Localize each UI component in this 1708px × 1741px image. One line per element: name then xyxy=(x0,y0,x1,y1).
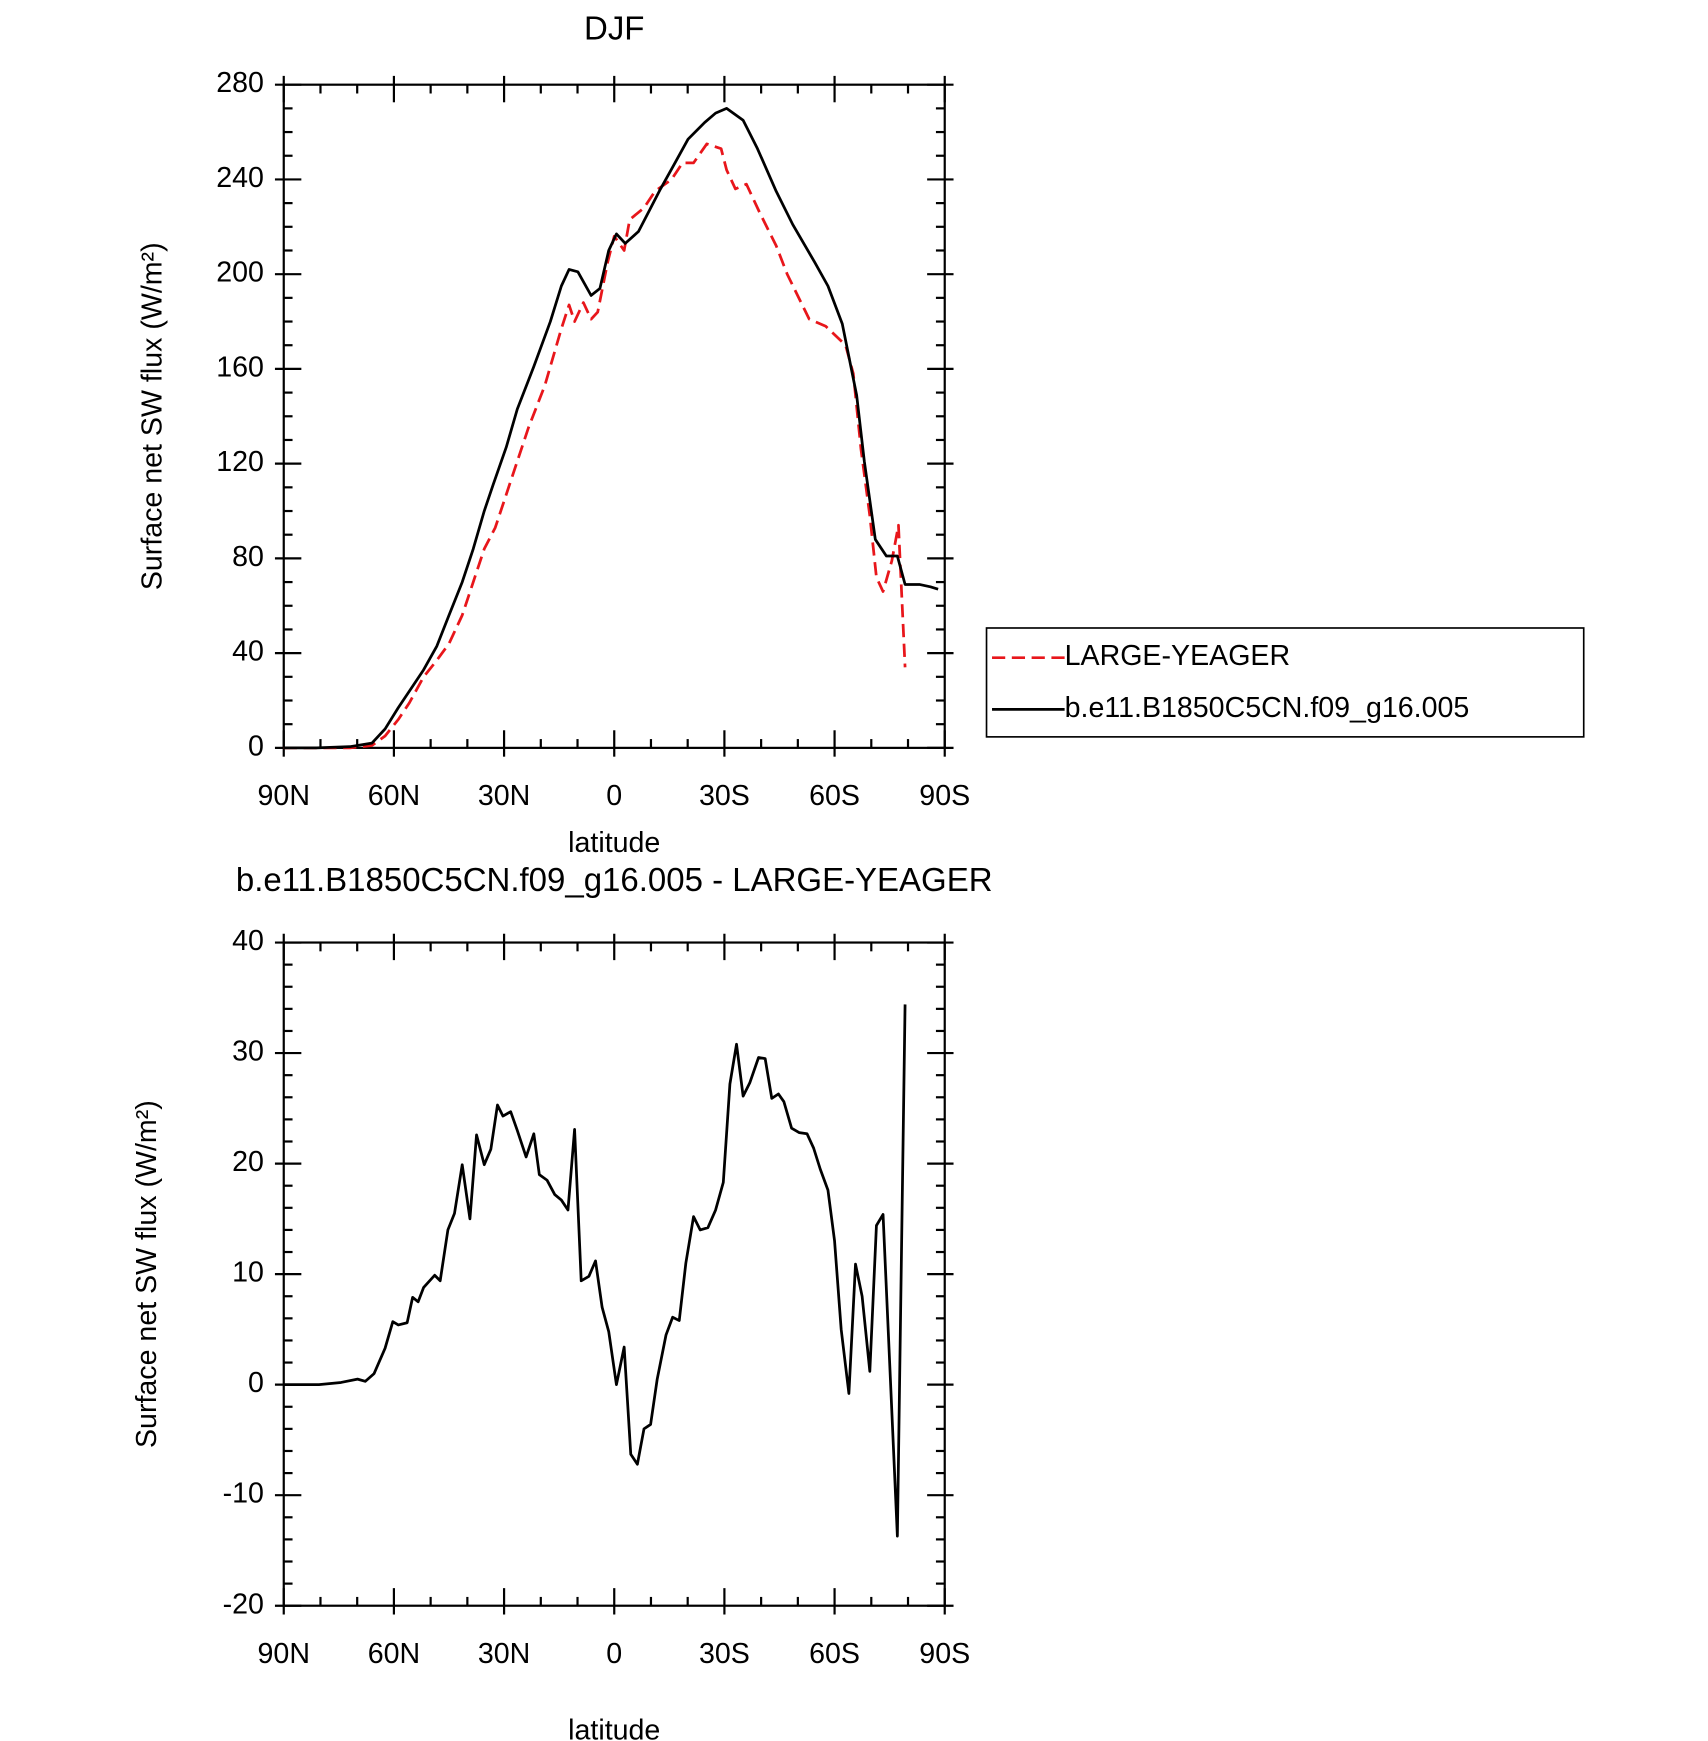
y-tick-label: 120 xyxy=(216,446,264,478)
legend-label: LARGE-YEAGER xyxy=(1065,640,1291,672)
legend-box xyxy=(985,627,1585,738)
line-series xyxy=(283,142,907,750)
x-tick-label: 60S xyxy=(809,1638,860,1670)
y-tick-label: 40 xyxy=(232,925,264,957)
y-tick-label: 20 xyxy=(232,1146,264,1178)
x-tick-label: 0 xyxy=(606,780,622,812)
x-axis-label: latitude xyxy=(568,827,660,859)
y-tick-label: 0 xyxy=(248,1367,264,1399)
y-tick-label: 30 xyxy=(232,1036,264,1068)
plot-frame xyxy=(282,941,946,1607)
y-tick-label: 40 xyxy=(232,636,264,668)
x-tick-label: 90N xyxy=(258,780,310,812)
x-tick-label: 30S xyxy=(699,780,750,812)
y-tick-label: 0 xyxy=(248,730,264,762)
x-tick-label: 60S xyxy=(809,780,860,812)
y-tick-label: -10 xyxy=(223,1478,264,1510)
chart-title: b.e11.B1850C5CN.f09_g16.005 - LARGE-YEAG… xyxy=(236,861,993,898)
y-tick-label: 80 xyxy=(232,541,264,573)
x-tick-label: 60N xyxy=(368,1638,420,1670)
chart-title: DJF xyxy=(584,10,644,47)
y-tick-label: 160 xyxy=(216,351,264,383)
y-tick-label: -20 xyxy=(223,1588,264,1620)
y-tick-label: 10 xyxy=(232,1257,264,1289)
x-tick-label: 30N xyxy=(478,1638,530,1670)
x-tick-label: 30N xyxy=(478,780,530,812)
x-tick-label: 30S xyxy=(699,1638,750,1670)
x-axis-label: latitude xyxy=(568,1715,660,1741)
x-tick-label: 0 xyxy=(606,1638,622,1670)
y-axis-label: Surface net SW flux (W/m²) xyxy=(137,242,169,590)
y-tick-label: 280 xyxy=(216,67,264,99)
x-tick-label: 60N xyxy=(368,780,420,812)
x-tick-label: 90N xyxy=(258,1638,310,1670)
legend-label: b.e11.B1850C5CN.f09_g16.005 xyxy=(1065,692,1470,724)
x-tick-label: 90S xyxy=(919,1638,970,1670)
y-tick-label: 240 xyxy=(216,162,264,194)
plot-frame xyxy=(282,83,946,749)
line-series xyxy=(283,1004,907,1538)
y-axis-label: Surface net SW flux (W/m²) xyxy=(131,1100,163,1448)
x-tick-label: 90S xyxy=(919,780,970,812)
y-tick-label: 200 xyxy=(216,257,264,289)
line-series xyxy=(283,107,939,750)
